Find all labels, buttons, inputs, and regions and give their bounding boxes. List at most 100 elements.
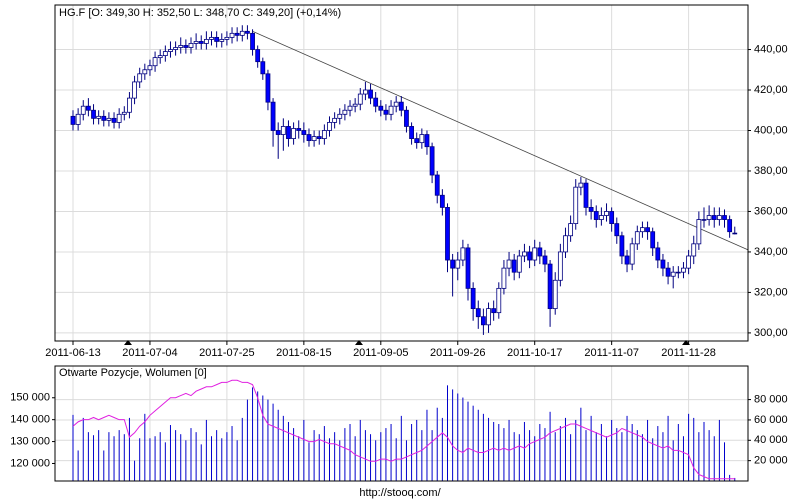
candle-body	[245, 30, 250, 34]
x-tick-label: 2011-08-15	[276, 347, 331, 359]
candle-body	[239, 30, 245, 36]
candle-body	[168, 49, 173, 52]
candle-body	[363, 89, 368, 95]
candle-body	[434, 174, 440, 196]
candle-body	[234, 32, 240, 36]
candle-body	[152, 57, 158, 67]
candle-body	[691, 243, 697, 257]
candle-body	[414, 138, 420, 144]
candle-body	[116, 113, 122, 123]
candle-body	[301, 130, 307, 135]
footer: http://stooq.com/	[359, 487, 441, 499]
candle-body	[645, 227, 650, 233]
candle-body	[121, 111, 127, 115]
candle-body	[337, 113, 343, 119]
candle-body	[306, 134, 312, 142]
y2-tick-label: 40 000	[754, 434, 788, 446]
candle-body	[214, 36, 220, 42]
candle-body	[142, 69, 148, 75]
candle-body	[106, 117, 112, 121]
chart-title: HG.F [O: 349,30 H: 352,50 L: 348,70 C: 3…	[59, 7, 341, 19]
candle-body	[173, 47, 179, 50]
y-tick-label: 380,00	[754, 165, 788, 177]
candle-body	[450, 259, 456, 269]
candle-body	[711, 215, 717, 220]
candle-body	[475, 308, 481, 318]
candle-body	[265, 73, 271, 103]
candle-body	[91, 109, 96, 119]
y2-tick-label: 80 000	[754, 393, 788, 405]
candle-body	[70, 115, 76, 125]
candle-body	[727, 219, 733, 233]
candle-body	[75, 113, 81, 125]
candle-body	[532, 247, 538, 261]
candle-body	[352, 103, 358, 107]
candle-body	[383, 109, 389, 115]
candle-body	[588, 207, 594, 212]
candle-body	[224, 36, 230, 40]
candle-body	[598, 215, 604, 220]
candle-body	[429, 146, 435, 176]
candle-body	[506, 259, 512, 269]
candle-body	[732, 232, 738, 235]
candle-body	[280, 126, 286, 135]
candle-body	[516, 255, 522, 273]
volume-frame	[54, 365, 749, 482]
candle-body	[583, 182, 589, 208]
candle-body	[675, 271, 681, 274]
candle-body	[250, 32, 255, 50]
candle-body	[557, 251, 563, 281]
y-tick-label: 400,00	[754, 124, 788, 136]
candle-body	[198, 41, 204, 44]
candle-body	[193, 41, 199, 44]
candle-body	[291, 128, 296, 139]
candle-body	[342, 109, 348, 115]
y-tick-label: 360,00	[754, 205, 788, 217]
candle-body	[111, 117, 117, 123]
candle-body	[604, 211, 609, 216]
candle-body	[547, 263, 553, 310]
y-tick-label: 140 000	[10, 414, 50, 426]
candle-body	[424, 134, 430, 148]
candle-body	[147, 65, 153, 71]
candle-body	[373, 97, 379, 107]
candle-body	[368, 89, 373, 99]
y-tick-label: 420,00	[754, 84, 788, 96]
candle-body	[85, 105, 91, 111]
marks-layer	[70, 25, 749, 481]
x-tick-label: 2011-09-05	[353, 347, 408, 359]
candle-body	[178, 45, 184, 48]
open-interest-line	[72, 379, 735, 480]
candle-body	[270, 101, 276, 131]
y-tick-label: 120 000	[10, 457, 50, 469]
candle-body	[629, 243, 635, 265]
candle-body	[209, 36, 214, 40]
candle-body	[455, 259, 461, 269]
candle-body	[311, 136, 317, 142]
marker	[355, 340, 363, 345]
marker	[682, 340, 690, 345]
candle-body	[229, 32, 235, 38]
candle-body	[593, 211, 599, 220]
marker	[124, 340, 132, 345]
y-tick-label: 320,00	[754, 286, 788, 298]
candle-body	[655, 247, 661, 261]
candle-body	[696, 219, 702, 245]
candle-body	[465, 247, 471, 289]
candle-body	[388, 105, 394, 115]
y2-tick-label: 60 000	[754, 414, 788, 426]
candle-body	[80, 105, 86, 115]
candle-body	[670, 271, 676, 277]
candle-body	[660, 259, 666, 269]
candle-body	[127, 97, 132, 113]
candle-body	[137, 73, 143, 83]
candle-body	[634, 231, 640, 245]
candle-body	[188, 43, 194, 48]
candle-body	[552, 279, 558, 310]
candle-body	[716, 215, 722, 220]
candle-body	[563, 235, 568, 253]
candle-body	[686, 255, 691, 269]
